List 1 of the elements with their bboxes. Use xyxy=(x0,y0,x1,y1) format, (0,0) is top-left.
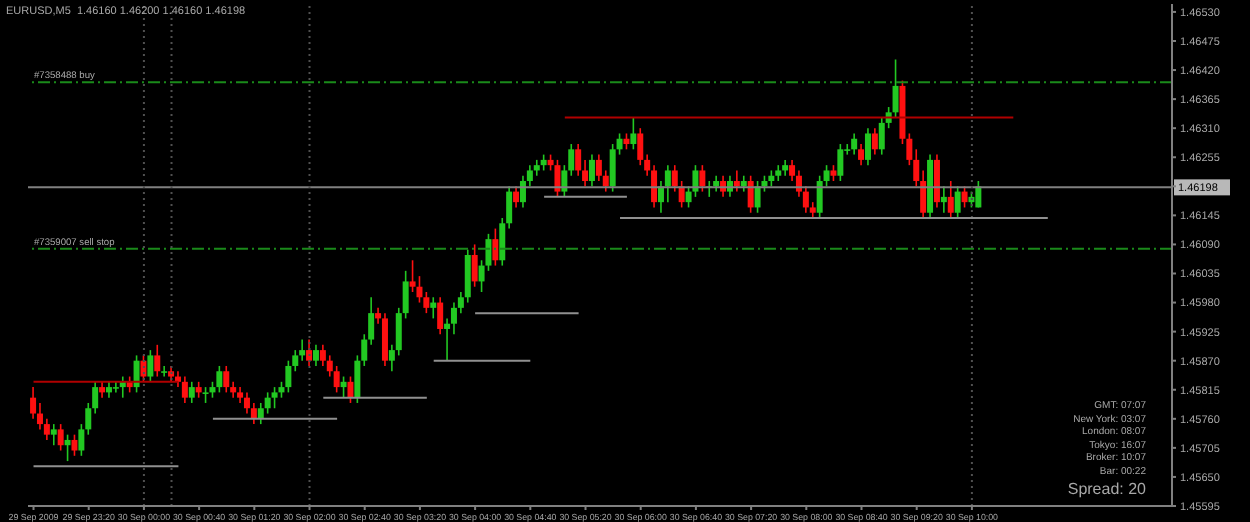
annotation: Spread: 20 xyxy=(1067,479,1146,500)
